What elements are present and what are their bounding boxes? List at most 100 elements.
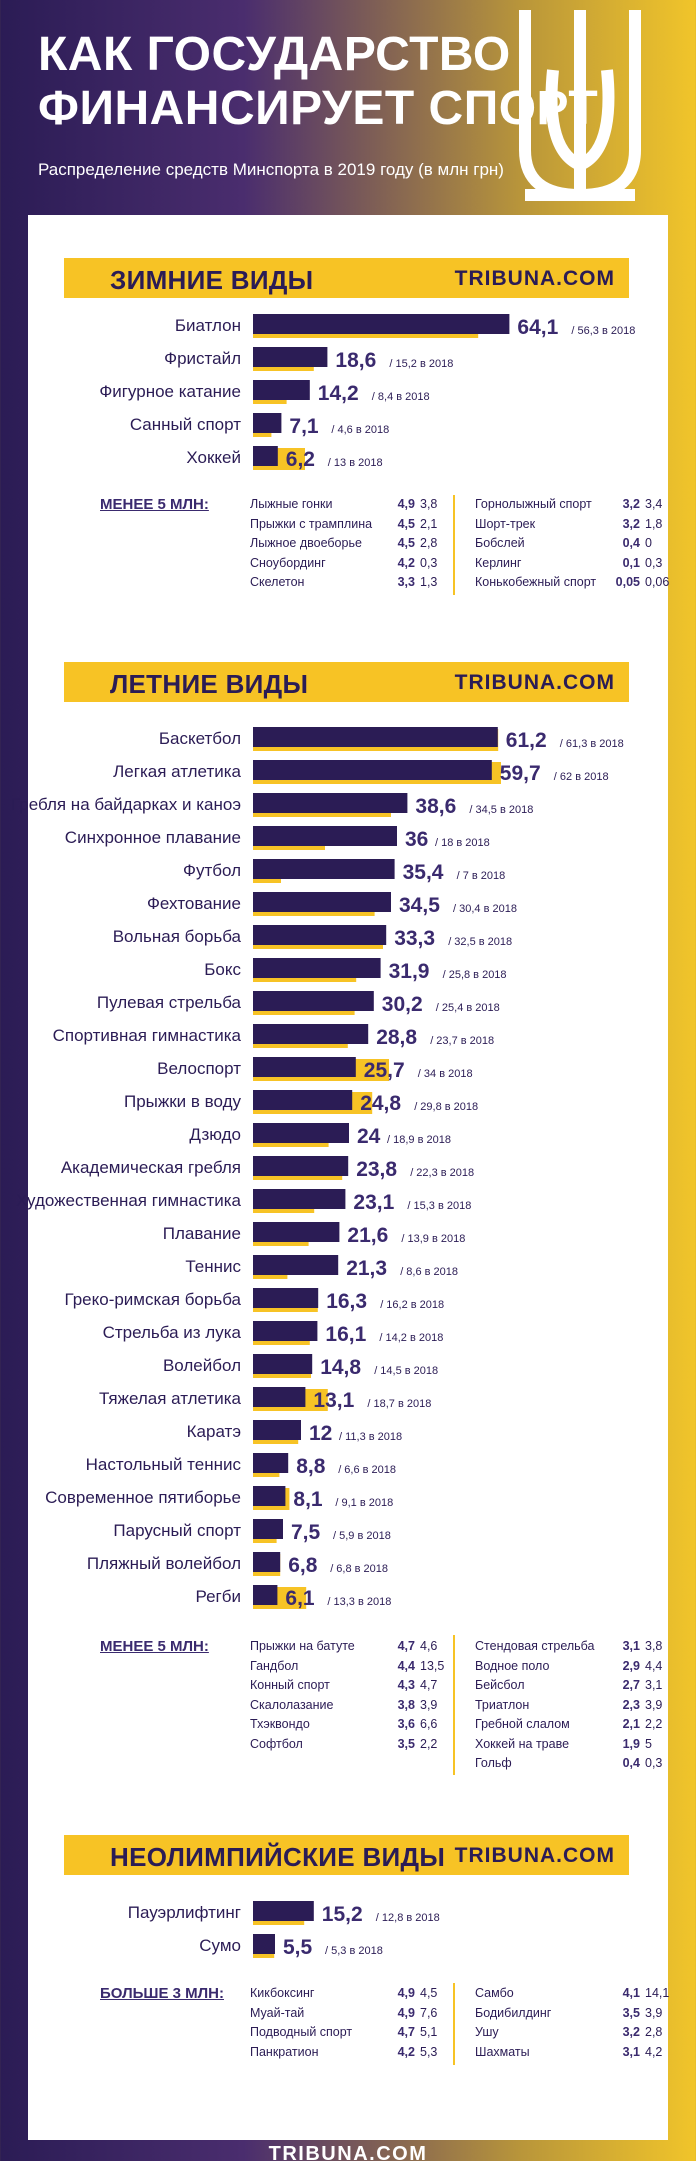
minor-value-2018: 3,9: [420, 1697, 438, 1712]
minor-value-2019: 4,9: [397, 497, 415, 511]
value-label: 6,2: [286, 448, 315, 471]
prev-value-label: / 30,4 в 2018: [453, 903, 517, 915]
minor-value-2018: 4,4: [645, 1658, 663, 1673]
section-brand: TRIBUNA.COM: [454, 1844, 615, 1867]
bar-2019: [253, 1123, 349, 1143]
prev-value-label: / 16,2 в 2018: [380, 1299, 444, 1311]
category-label: Теннис: [185, 1257, 241, 1276]
minor-name: Стендовая стрельба: [475, 1639, 595, 1653]
minor-name: Муай-тай: [250, 2005, 305, 2020]
minor-row: Триатлон 2,3 3,9: [475, 1698, 675, 1718]
minor-value-2018: 3,8: [645, 1639, 663, 1653]
footer-brand: TRIBUNA.COM: [268, 2143, 428, 2161]
prev-value-label: / 8,4 в 2018: [372, 391, 430, 403]
prev-value-label: / 61,3 в 2018: [560, 738, 624, 750]
minor-value-2018: 14,1: [645, 1986, 670, 2000]
minor-label-winter: МЕНЕЕ 5 МЛН:: [100, 496, 209, 513]
prev-value-label: / 13 в 2018: [328, 457, 383, 469]
category-label: Пауэрлифтинг: [128, 1903, 241, 1922]
prev-value-label: / 25,8 в 2018: [443, 969, 507, 981]
category-label: Греко-римская борьба: [64, 1290, 241, 1309]
section-title: ЛЕТНИЕ ВИДЫ: [110, 669, 309, 699]
minor-value-2019: 4,2: [397, 555, 415, 570]
minor-name: Подводный спорт: [250, 2025, 353, 2039]
minor-row: Конькобежный спорт 0,05 0,06: [475, 575, 675, 595]
section-header-summer: ЛЕТНИЕ ВИДЫ TRIBUNA.COM: [64, 662, 629, 702]
minor-value-2018: 6,6: [420, 1717, 438, 1731]
value-label: 38,6: [415, 795, 456, 818]
minor-name: Гандбол: [250, 1658, 299, 1673]
minor-col-right: Горнолыжный спорт 3,2 3,4 Шорт-трек 3,2 1,8 Бо…: [475, 497, 675, 595]
category-label: Легкая атлетика: [113, 762, 241, 781]
minor-row: Керлинг 0,1 0,3: [475, 556, 675, 576]
value-label: 13,1: [313, 1389, 354, 1412]
minor-row: Скелетон 3,3 1,3: [250, 575, 450, 595]
minor-value-2019: 3,1: [622, 2044, 640, 2059]
value-label: 31,9: [389, 960, 430, 983]
value-label: 12: [309, 1422, 332, 1445]
minor-label-summer: МЕНЕЕ 5 МЛН:: [100, 1638, 209, 1655]
prev-value-label: / 22,3 в 2018: [410, 1167, 474, 1179]
minor-value-2018: 4,2: [645, 2044, 663, 2059]
title-line-1: КАК ГОСУДАРСТВО: [38, 28, 511, 81]
prev-value-label: / 5,9 в 2018: [333, 1530, 391, 1542]
minor-name: Панкратион: [250, 2044, 319, 2059]
bar-2019: [253, 925, 387, 945]
minor-row: Хоккей на траве 1,9 5: [475, 1737, 675, 1757]
minor-value-2019: 4,4: [397, 1658, 415, 1673]
bar-2019: [253, 1057, 356, 1077]
category-label: Бокс: [204, 960, 241, 979]
section-brand: TRIBUNA.COM: [454, 671, 615, 694]
minor-value-2018: 3,4: [645, 497, 663, 511]
minor-value-2018: 0,3: [645, 1756, 663, 1770]
bar-2019: [253, 826, 397, 846]
category-label: Сумо: [199, 1936, 241, 1955]
minor-row: Кикбоксинг 4,9 4,5: [250, 1986, 450, 2006]
minor-name: Лыжные гонки: [250, 497, 333, 511]
section-header-winter: ЗИМНИЕ ВИДЫ TRIBUNA.COM: [64, 258, 629, 298]
value-label: 35,4: [403, 861, 444, 884]
bar-2019: [253, 1222, 340, 1242]
bar-2019: [253, 1156, 349, 1176]
minor-name: Прыжки на батуте: [250, 1639, 355, 1653]
category-label: Академическая гребля: [61, 1158, 241, 1177]
bar-2019: [253, 1189, 346, 1209]
minor-value-2019: 4,2: [397, 2044, 415, 2059]
minor-value-2018: 1,3: [420, 575, 438, 589]
minor-row: Прыжки на батуте 4,7 4,6: [250, 1639, 450, 1659]
minor-value-2019: 3,6: [397, 1717, 415, 1731]
value-label: 24: [357, 1125, 381, 1148]
minor-name: Бодибилдинг: [475, 2005, 552, 2020]
minor-row: Лыжное двоеборье 4,5 2,8: [250, 536, 450, 556]
minor-value-2018: 7,6: [420, 2005, 438, 2020]
value-label: 61,2: [506, 729, 547, 752]
bar-2019: [253, 859, 395, 879]
value-label: 23,1: [353, 1191, 394, 1214]
minor-value-2019: 1,9: [622, 1736, 640, 1751]
minor-value-2019: 3,8: [397, 1697, 415, 1712]
minor-value-2019: 2,1: [622, 1717, 640, 1731]
minor-value-2019: 4,7: [397, 2025, 415, 2039]
minor-name: Софтбол: [250, 1736, 303, 1751]
chart-summer: Баскетбол 61,2 / 61,3 в 2018 Легкая атлетик…: [11, 727, 624, 1610]
bar-2019: [253, 314, 510, 334]
prev-value-label: / 7 в 2018: [457, 870, 506, 882]
bar-2019: [253, 413, 282, 433]
prev-value-label: / 4,6 в 2018: [331, 424, 389, 436]
value-label: 18,6: [335, 349, 376, 372]
minor-value-2019: 3,2: [622, 2025, 640, 2039]
minor-value-2018: 2,2: [420, 1736, 438, 1751]
prev-value-label: / 32,5 в 2018: [448, 936, 512, 948]
category-label: Парусный спорт: [113, 1521, 241, 1540]
minor-col-left: Лыжные гонки 4,9 3,8 Прыжки с трамплина 4,5 2…: [250, 497, 450, 595]
value-label: 14,2: [318, 382, 359, 405]
minor-col-right: Самбо 4,1 14,1 Бодибилдинг 3,5 3,9 Ушу 3,2 2,8 Ша…: [475, 1986, 675, 2064]
minor-value-2019: 0,4: [622, 536, 640, 550]
minor-row: Лыжные гонки 4,9 3,8: [250, 497, 450, 517]
category-label: Современное пятиборье: [45, 1488, 241, 1507]
prev-value-label: / 12,8 в 2018: [376, 1912, 440, 1924]
minor-name: Гребной слалом: [475, 1717, 570, 1731]
bar-2019: [253, 1387, 306, 1407]
bar-2019: [253, 727, 498, 747]
prev-value-label: / 6,8 в 2018: [330, 1563, 388, 1575]
